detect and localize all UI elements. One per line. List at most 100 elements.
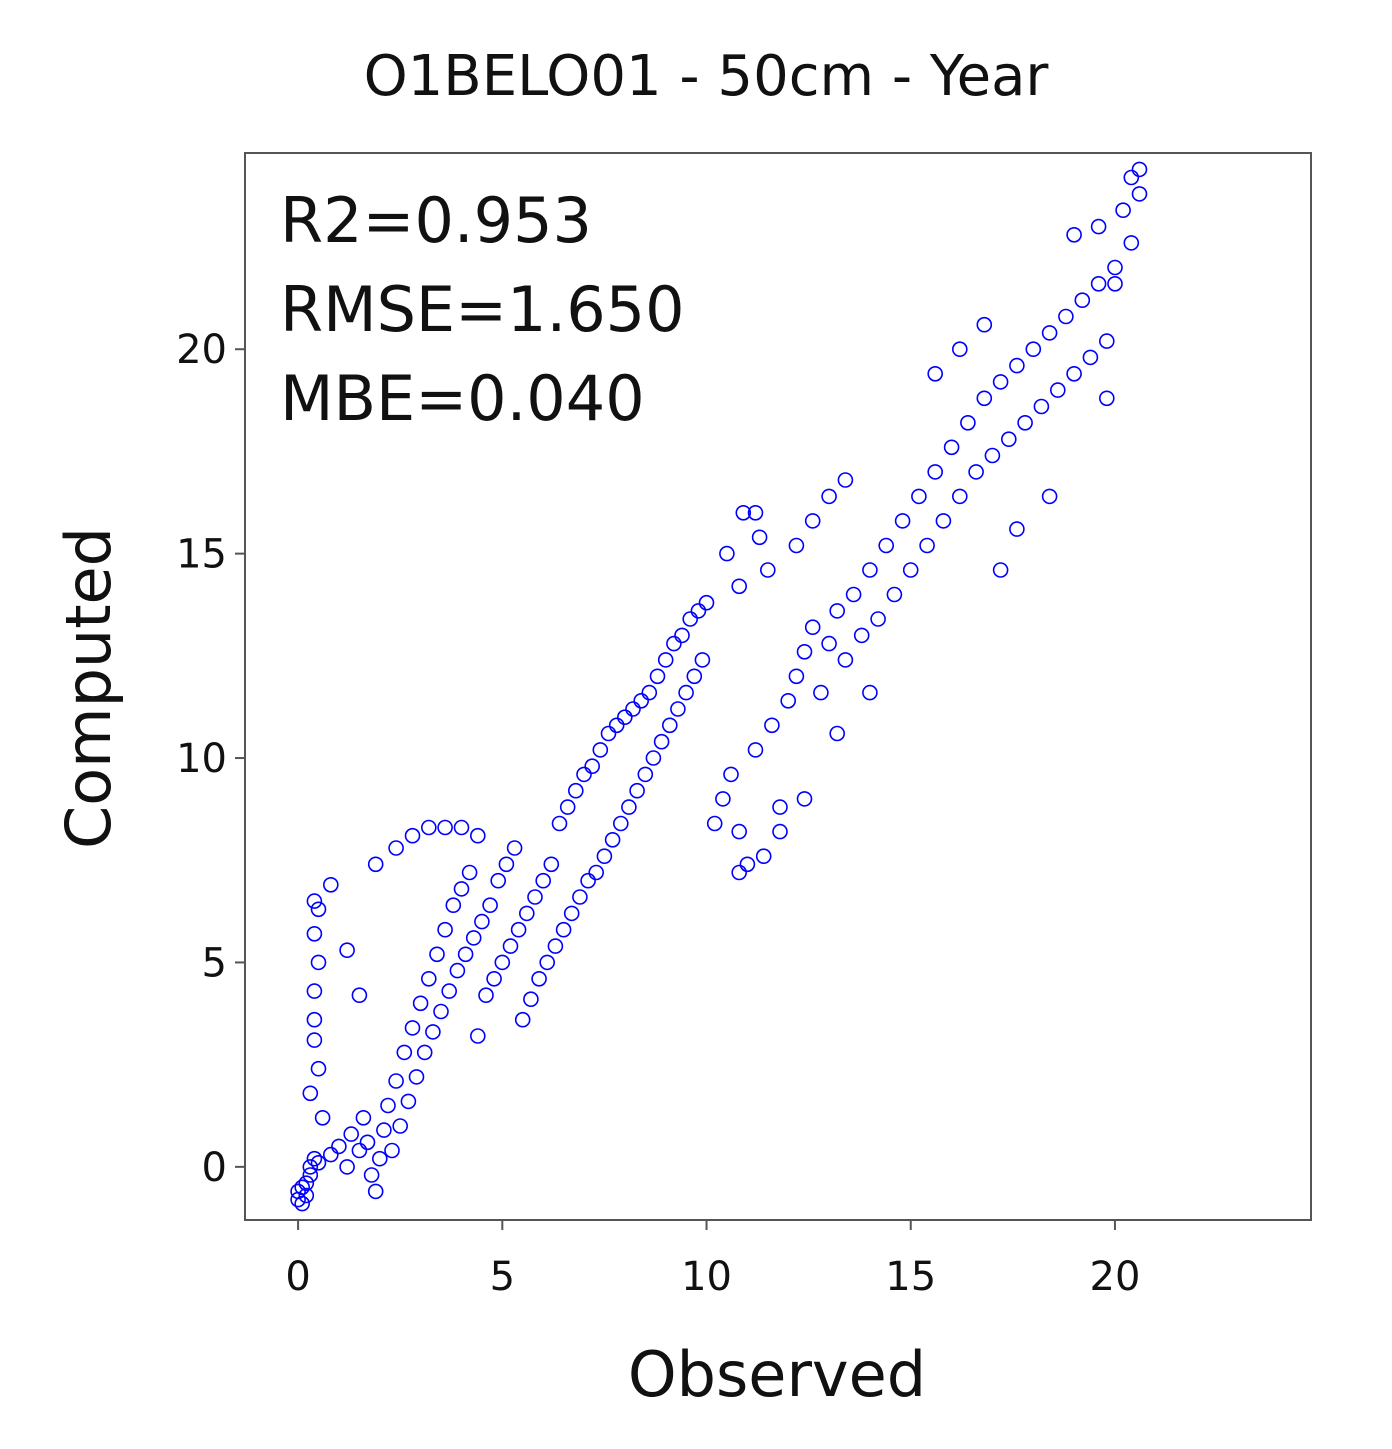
data-point <box>518 905 535 922</box>
data-point <box>1099 390 1115 407</box>
x-tick-label: 0 <box>285 1254 310 1300</box>
data-point <box>600 725 617 742</box>
data-point <box>637 766 654 783</box>
data-point <box>531 970 547 987</box>
data-point <box>927 464 944 480</box>
data-point <box>764 717 780 734</box>
data-point <box>845 586 862 603</box>
data-point <box>694 652 711 668</box>
data-point <box>298 1187 315 1204</box>
data-point <box>935 513 952 529</box>
data-point <box>682 611 699 627</box>
data-point <box>1009 521 1025 537</box>
data-point <box>747 742 764 758</box>
data-point <box>1041 325 1058 341</box>
data-point <box>751 529 768 546</box>
data-point <box>580 872 596 889</box>
data-point <box>367 1183 384 1200</box>
data-point <box>294 1179 311 1196</box>
data-point <box>1009 357 1025 374</box>
data-point <box>596 848 613 865</box>
y-tick-label: 5 <box>202 940 227 986</box>
data-point <box>960 414 976 431</box>
data-point <box>351 1142 368 1159</box>
data-point <box>469 1028 486 1044</box>
data-point <box>380 1097 396 1114</box>
data-point <box>527 889 543 905</box>
data-point <box>408 1069 425 1085</box>
data-point <box>735 504 752 521</box>
y-axis-label: Computed <box>52 527 125 849</box>
data-point <box>1066 227 1082 243</box>
data-point <box>494 954 511 971</box>
data-point <box>653 733 670 750</box>
data-point <box>1090 218 1107 235</box>
data-point <box>400 1093 417 1110</box>
data-point <box>441 983 458 999</box>
data-point <box>1123 169 1140 186</box>
data-point <box>474 913 490 930</box>
data-point <box>351 987 368 1004</box>
data-point <box>306 893 323 909</box>
data-point <box>1090 275 1107 292</box>
data-point <box>612 815 629 832</box>
x-tick-label: 10 <box>681 1254 732 1300</box>
data-point <box>331 1138 347 1155</box>
data-point <box>1074 292 1091 309</box>
y-tick-label: 15 <box>176 532 227 578</box>
data-point <box>670 701 686 717</box>
data-point <box>420 819 437 836</box>
data-point <box>490 872 507 889</box>
data-point <box>1107 259 1123 276</box>
data-point <box>796 643 813 660</box>
data-point <box>780 692 797 709</box>
data-point <box>506 840 523 856</box>
y-axis: 0 5 10 15 20 <box>176 327 245 1191</box>
data-point <box>298 1175 315 1191</box>
data-point <box>927 365 944 382</box>
data-point <box>633 692 650 709</box>
data-point <box>465 930 482 946</box>
data-point <box>404 827 421 844</box>
data-point <box>576 766 592 783</box>
data-point <box>592 742 609 758</box>
data-point <box>976 390 993 407</box>
data-point <box>804 619 821 636</box>
data-point <box>772 799 788 815</box>
data-point <box>404 1020 421 1036</box>
data-point <box>1131 186 1148 202</box>
data-point <box>294 1195 311 1212</box>
data-point <box>604 831 621 848</box>
data-point <box>306 1150 323 1167</box>
data-point <box>894 513 911 529</box>
data-point <box>878 537 895 554</box>
data-point <box>1131 161 1148 178</box>
data-point <box>772 823 788 840</box>
data-point <box>943 439 960 456</box>
data-point <box>302 1085 319 1102</box>
data-point <box>706 815 723 832</box>
data-point <box>502 938 519 954</box>
x-tick-label: 15 <box>885 1254 936 1300</box>
data-point <box>355 1110 372 1126</box>
data-point <box>420 970 437 987</box>
data-point <box>1025 341 1042 358</box>
data-point <box>755 848 772 865</box>
data-point <box>376 1122 392 1138</box>
data-point <box>371 1150 388 1167</box>
data-point <box>322 876 339 893</box>
data-point <box>1123 235 1140 251</box>
data-point <box>674 627 690 644</box>
data-point <box>425 1024 441 1040</box>
data-point <box>862 562 878 578</box>
data-point <box>984 447 1001 464</box>
data-point <box>804 513 821 529</box>
stats-annotation: R2=0.953 RMSE=1.650 MBE=0.040 <box>280 184 685 435</box>
data-point <box>621 799 637 815</box>
data-point <box>388 840 404 856</box>
data-point <box>486 970 502 987</box>
data-point <box>641 684 658 701</box>
data-point <box>388 1073 404 1089</box>
data-point <box>829 725 846 742</box>
data-point <box>469 827 486 844</box>
